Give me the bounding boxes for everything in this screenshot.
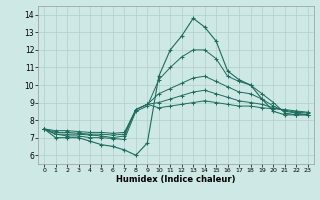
X-axis label: Humidex (Indice chaleur): Humidex (Indice chaleur) (116, 175, 236, 184)
